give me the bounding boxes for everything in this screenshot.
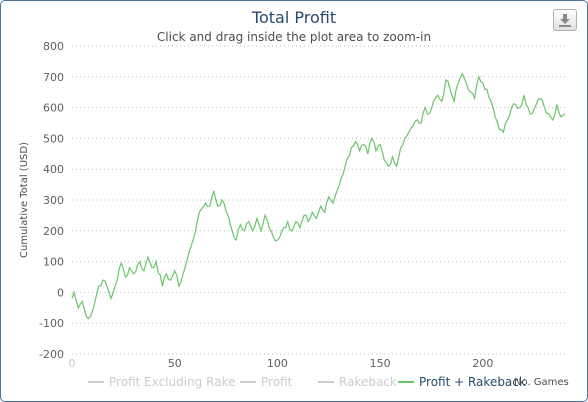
y-tick-label: 100 [43, 256, 64, 269]
series-line-profit-rakeback[interactable] [71, 72, 566, 320]
y-tick-label: 400 [43, 163, 64, 176]
legend-item[interactable]: Rakeback [318, 375, 397, 389]
y-tick-label: -200 [39, 348, 64, 361]
y-tick-label: 500 [43, 132, 64, 145]
legend-item[interactable]: Profit [240, 375, 293, 389]
legend-item[interactable]: Profit Excluding Rake [88, 375, 235, 389]
x-tick-label: 150 [370, 357, 391, 370]
chart-title: Total Profit [251, 8, 337, 27]
y-tick-label: 800 [43, 40, 64, 53]
legend-label: Profit Excluding Rake [109, 375, 235, 389]
legend-label: Profit [261, 375, 293, 389]
y-tick-label: 300 [43, 194, 64, 207]
download-icon [559, 14, 571, 27]
x-tick-label: 200 [472, 357, 493, 370]
x-axis-label: No. Games [514, 377, 569, 388]
y-tick-label: 0 [57, 286, 64, 299]
y-tick-label: 700 [43, 71, 64, 84]
x-axis: 0 50 100 150 200 [69, 357, 494, 370]
x-tick-label: 0 [69, 357, 76, 370]
y-axis: -200 -100 0 100 200 300 400 500 600 700 800 [39, 40, 64, 361]
chart-subtitle: Click and drag inside the plot area to z… [156, 30, 432, 44]
y-axis-label: Cumulative Total (USD) [19, 142, 30, 258]
y-tick-label: -100 [39, 317, 64, 330]
legend-label: Rakeback [339, 375, 397, 389]
x-tick-label: 100 [267, 357, 288, 370]
y-tick-label: 200 [43, 225, 64, 238]
legend-item[interactable]: Profit + Rakeback [398, 375, 526, 389]
export-button[interactable] [553, 9, 577, 31]
y-tick-label: 600 [43, 102, 64, 115]
grid-lines [72, 45, 565, 355]
legend: Profit Excluding Rake Profit Rakeback Profi… [88, 375, 526, 389]
legend-label: Profit + Rakeback [419, 375, 526, 389]
x-tick-label: 50 [168, 357, 182, 370]
